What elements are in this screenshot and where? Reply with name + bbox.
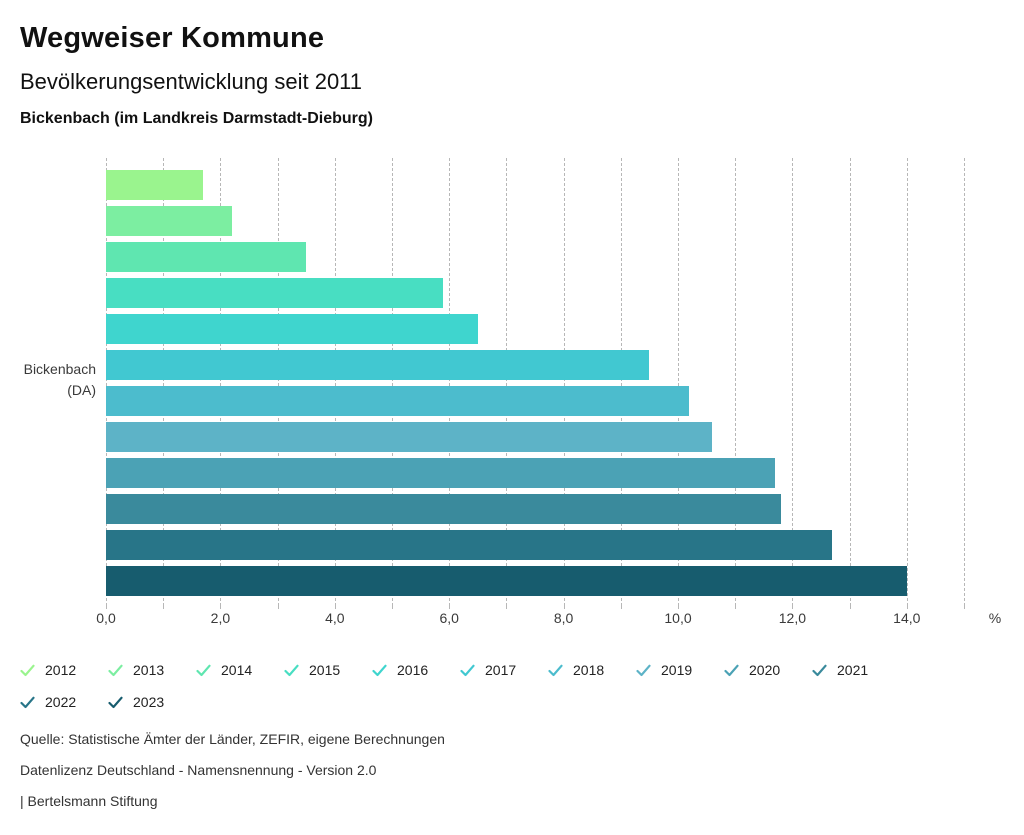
- check-icon: [372, 664, 387, 676]
- bar-2015[interactable]: [106, 278, 444, 308]
- legend-item-label: 2014: [221, 662, 253, 678]
- page-subtitle: Bevölkerungsentwicklung seit 2011: [20, 69, 363, 94]
- legend-item-2018[interactable]: 2018: [548, 654, 636, 686]
- gridline: [792, 158, 794, 601]
- axis-tick-label: 14,0: [893, 610, 921, 626]
- legend: 2012 2013 2014 2015 2016 2017 2018 2019 2020 2021…: [20, 654, 940, 718]
- bar-2012[interactable]: [106, 170, 204, 200]
- bar-2020[interactable]: [106, 458, 776, 488]
- legend-item-2020[interactable]: 2020: [724, 654, 812, 686]
- page-title: Wegweiser Kommune: [20, 22, 325, 54]
- check-icon: [460, 664, 475, 676]
- check-icon: [636, 664, 651, 676]
- plot-area: % 0,0 2,0 4,0 6,0 8,0 10,0 12,0 14,0: [96, 158, 1001, 626]
- axis-tick: [106, 603, 107, 609]
- legend-item-2021[interactable]: 2021: [812, 654, 900, 686]
- check-icon: [108, 664, 123, 676]
- axis-tick: [563, 603, 565, 609]
- bar-2017[interactable]: [106, 350, 650, 380]
- check-icon: [548, 664, 563, 676]
- region-title: Bickenbach (im Landkreis Darmstadt-Diebu…: [20, 110, 373, 127]
- axis-tick-label: 4,0: [325, 610, 345, 626]
- axis-tick-label: 2,0: [210, 610, 231, 626]
- legend-item-2019[interactable]: 2019: [636, 654, 724, 686]
- check-icon: [108, 696, 123, 708]
- axis-tick-label: 12,0: [778, 610, 807, 626]
- bar-2018[interactable]: [106, 386, 690, 416]
- y-axis-label-line1: Bickenbach: [23, 361, 96, 377]
- legend-item-2012[interactable]: 2012: [20, 654, 108, 686]
- bar-2016[interactable]: [106, 314, 478, 344]
- bar-2022[interactable]: [106, 530, 833, 560]
- gridline: [735, 158, 737, 601]
- footer-source: Quelle: Statistische Ämter der Länder, Z…: [20, 731, 445, 747]
- axis-tick-label: 10,0: [664, 610, 692, 626]
- axis-tick: [334, 603, 336, 609]
- legend-item-label: 2021: [837, 662, 869, 678]
- axis-tick: [906, 603, 908, 609]
- axis-tick: [620, 603, 622, 609]
- check-icon: [196, 664, 211, 676]
- axis-tick: [735, 603, 737, 609]
- check-icon: [724, 664, 739, 676]
- axis-tick: [277, 603, 279, 609]
- legend-item-2015[interactable]: 2015: [284, 654, 372, 686]
- legend-item-2013[interactable]: 2013: [108, 654, 196, 686]
- legend-item-label: 2023: [133, 694, 165, 710]
- legend-item-label: 2018: [573, 662, 605, 678]
- axis-tick: [220, 603, 222, 609]
- legend-item-2014[interactable]: 2014: [196, 654, 284, 686]
- check-icon: [20, 664, 35, 676]
- bar-2013[interactable]: [106, 206, 232, 236]
- axis-tick: [849, 603, 851, 609]
- axis-tick-label: 8,0: [553, 610, 574, 626]
- legend-item-label: 2020: [749, 662, 781, 678]
- y-axis-label-line2: (DA): [67, 382, 96, 398]
- check-icon: [284, 664, 299, 676]
- legend-item-2017[interactable]: 2017: [460, 654, 548, 686]
- chart-area: Bickenbach (DA) % 0,0 2,0 4,0 6,0 8,0 10,0 12,…: [0, 155, 1024, 626]
- header: Wegweiser Kommune Bevölkerungsentwicklun…: [0, 0, 1024, 128]
- axis-tick: [449, 603, 451, 609]
- legend-item-2016[interactable]: 2016: [372, 654, 460, 686]
- bar-2014[interactable]: [106, 242, 307, 272]
- legend-item-label: 2019: [661, 662, 693, 678]
- check-icon: [812, 664, 827, 676]
- footer-brand: | Bertelsmann Stiftung: [20, 793, 158, 809]
- gridline: [849, 158, 851, 601]
- bar-2019[interactable]: [106, 422, 713, 452]
- legend-item-2023[interactable]: 2023: [108, 686, 196, 718]
- gridline: [906, 158, 908, 601]
- axis-tick: [163, 603, 165, 609]
- footer-license: Datenlizenz Deutschland - Namensnennung …: [20, 762, 377, 778]
- legend-item-label: 2017: [485, 662, 517, 678]
- legend-item-label: 2015: [309, 662, 341, 678]
- gridline: [964, 158, 965, 601]
- gridline: [678, 158, 679, 601]
- axis-tick-label: 0,0: [96, 610, 116, 626]
- axis-tick-label: 6,0: [439, 610, 459, 626]
- axis-tick: [506, 603, 508, 609]
- axis-tick: [392, 603, 393, 609]
- legend-item-label: 2013: [133, 662, 165, 678]
- legend-item-label: 2012: [45, 662, 77, 678]
- axis-tick: [792, 603, 794, 609]
- bar-2021[interactable]: [106, 494, 781, 524]
- axis-tick: [964, 603, 965, 609]
- y-axis-label: Bickenbach (DA): [0, 359, 96, 401]
- footer: Quelle: Statistische Ämter der Länder, Z…: [20, 732, 445, 825]
- axis-tick: [678, 603, 679, 609]
- axis-unit-label: %: [988, 610, 1002, 626]
- bar-2023[interactable]: [106, 566, 907, 596]
- check-icon: [20, 696, 35, 708]
- legend-item-label: 2022: [45, 694, 77, 710]
- legend-item-2022[interactable]: 2022: [20, 686, 108, 718]
- legend-item-label: 2016: [397, 662, 429, 678]
